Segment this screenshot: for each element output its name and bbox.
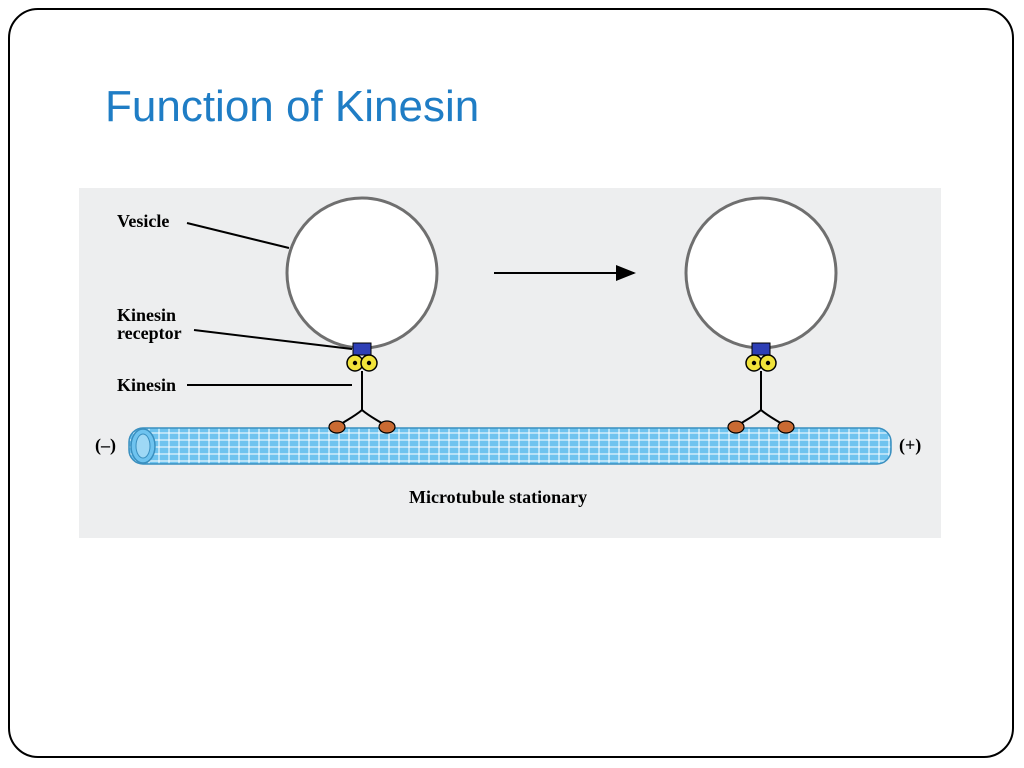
kinesin-foot-right-1 — [728, 421, 744, 433]
kinesin-heads-right — [746, 355, 776, 371]
vesicle-right — [686, 198, 836, 348]
diagram-area: Vesicle Kinesin receptor Kinesin (–) (+)… — [79, 188, 941, 538]
kinesin-foot-left-1 — [329, 421, 345, 433]
assembly-right — [686, 198, 836, 433]
kinesin-foot-right-2 — [778, 421, 794, 433]
kinesin-heads-left — [347, 355, 377, 371]
receptor-right — [752, 343, 770, 355]
page-title: Function of Kinesin — [105, 82, 479, 132]
kinesin-foot-left-2 — [379, 421, 395, 433]
vesicle-left — [287, 198, 437, 348]
receptor-left — [353, 343, 371, 355]
diagram-svg — [79, 188, 941, 538]
slide-frame: Function of Kinesin Vesicle Kinesin rece… — [8, 8, 1014, 758]
assembly-left — [287, 198, 437, 433]
pointer-vesicle — [187, 223, 289, 248]
microtubule-shape — [129, 428, 891, 464]
